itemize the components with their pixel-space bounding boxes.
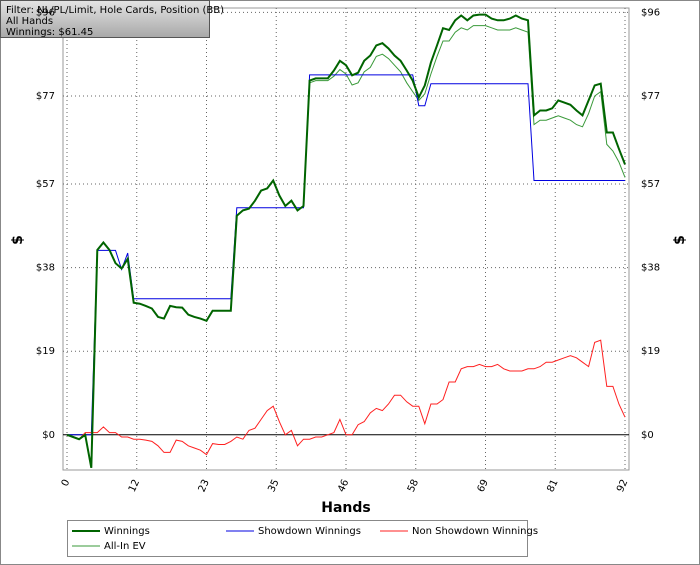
y-tick-label: $19	[36, 346, 55, 357]
y2-tick-label: $38	[641, 263, 660, 274]
y-axis-label: $	[10, 235, 26, 245]
x-tick-label: 0	[60, 478, 73, 488]
info-winnings: Winnings: $61.45	[6, 27, 93, 38]
legend-label: Winnings	[104, 526, 150, 537]
x-tick-label: 35	[266, 478, 281, 494]
legend-box	[67, 520, 528, 557]
y-tick-label: $77	[36, 91, 55, 102]
y2-tick-label: $77	[641, 91, 660, 102]
y2-tick-label: $57	[641, 179, 660, 190]
y-tick-label: $96	[36, 7, 55, 18]
series-line	[66, 339, 626, 456]
x-tick-label: 81	[545, 478, 560, 494]
info-box	[0, 0, 210, 38]
x-tick-label: 58	[406, 478, 421, 494]
info-hands: All Hands	[6, 16, 53, 27]
x-axis-label: Hands	[321, 500, 371, 516]
y2-tick-label: $19	[641, 346, 660, 357]
legend-label: Non Showdown Winnings	[412, 526, 538, 537]
plot	[63, 8, 629, 470]
series-line	[67, 74, 625, 436]
info-filter: Filter: NL/PL/Limit, Hole Cards, Positio…	[6, 5, 224, 16]
legend-label: All-In EV	[104, 541, 146, 552]
y-tick-label: $38	[36, 263, 55, 274]
y2-axis-label: $	[672, 235, 688, 245]
x-tick-label: 23	[197, 478, 212, 494]
x-tick-label: 46	[336, 478, 351, 494]
x-tick-label: 92	[615, 478, 630, 494]
legend-label: Showdown Winnings	[258, 526, 361, 537]
y-tick-label: $0	[42, 430, 55, 441]
x-tick-label: 12	[127, 478, 142, 494]
series-line	[66, 13, 626, 468]
y2-tick-label: $96	[641, 7, 660, 18]
x-tick-label: 69	[476, 478, 491, 494]
y-tick-label: $57	[36, 179, 55, 190]
legend: Winnings Showdown Winnings Non Showdown Wi…	[72, 526, 538, 552]
y2-tick-label: $0	[641, 430, 654, 441]
